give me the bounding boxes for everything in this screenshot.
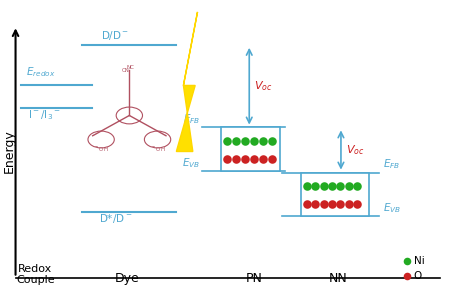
Text: O: O [414,271,422,281]
Point [268,156,275,161]
Text: Dye: Dye [115,272,139,285]
Text: $^-$OH: $^-$OH [151,145,165,154]
Text: D*/D$^-$: D*/D$^-$ [99,212,132,225]
Point [223,139,231,144]
Bar [221,128,280,171]
Point [303,201,310,206]
Point [320,184,328,189]
Point [354,184,361,189]
Point [268,139,275,144]
Text: $E_{redox}$: $E_{redox}$ [26,65,55,79]
Text: NC: NC [127,65,134,70]
Text: CN: CN [122,68,130,73]
Point [328,184,336,189]
Point [250,139,258,144]
Point [345,201,353,206]
Text: Energy: Energy [3,130,16,173]
Point [223,156,231,161]
Point [311,201,319,206]
Point [311,184,319,189]
Point [403,274,410,278]
Point [232,156,240,161]
Text: $^-$OH: $^-$OH [94,145,109,154]
Point [250,156,258,161]
Text: D/D$^-$: D/D$^-$ [101,29,129,42]
Point [232,139,240,144]
Point [320,201,328,206]
Text: Ni: Ni [414,256,425,266]
Point [241,156,249,161]
Text: $E_{FB}$: $E_{FB}$ [182,112,200,126]
Text: PN: PN [246,272,263,285]
Text: NN: NN [329,272,348,285]
Text: $V_{oc}$: $V_{oc}$ [254,79,273,93]
Point [345,184,353,189]
Point [337,201,344,206]
Point [303,184,310,189]
Polygon shape [176,12,198,152]
Point [403,259,410,264]
Point [337,184,344,189]
Point [328,201,336,206]
Point [241,139,249,144]
Point [354,201,361,206]
Text: I$^-$/I$_3$$^-$: I$^-$/I$_3$$^-$ [28,108,61,122]
Text: $E_{VB}$: $E_{VB}$ [383,201,401,215]
Bar [301,172,369,216]
Text: $E_{VB}$: $E_{VB}$ [182,156,200,169]
Text: Redox
Couple: Redox Couple [16,264,55,285]
Point [259,156,267,161]
Text: $V_{oc}$: $V_{oc}$ [346,143,364,157]
Point [259,139,267,144]
Text: $E_{FB}$: $E_{FB}$ [383,157,401,171]
